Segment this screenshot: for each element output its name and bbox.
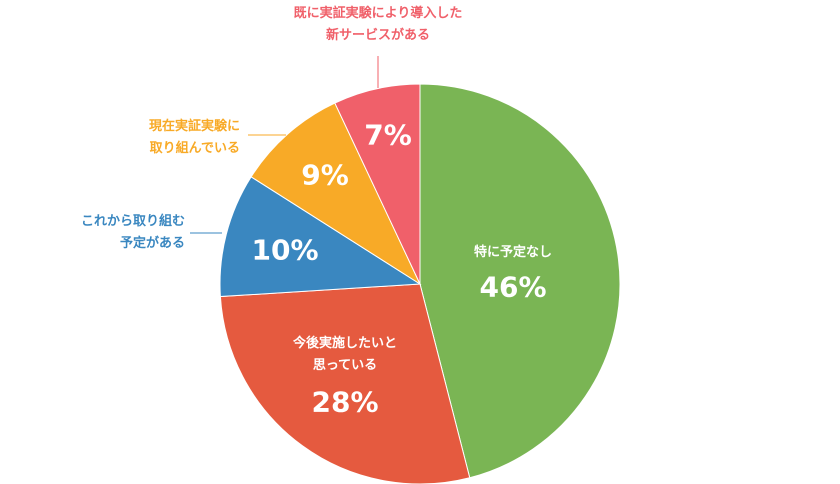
pie-slice <box>419 83 621 479</box>
value-label: 7% <box>364 118 412 152</box>
slice-label: 特に予定なし <box>473 245 553 260</box>
value-label: 28% <box>311 385 379 419</box>
pie-slice <box>250 102 422 286</box>
value-label: 9% <box>301 158 349 192</box>
slice-label: 既に実証実験により導入した 新サービスがある <box>293 6 463 43</box>
slice-label: 今後実施したいと 思っている <box>292 336 398 373</box>
slice-label: 現在実証実験に 取り組んでいる <box>148 119 240 156</box>
value-label: 46% <box>479 270 547 304</box>
slice-label: これから取り組む 予定がある <box>80 214 185 251</box>
value-label: 10% <box>251 233 319 267</box>
pie-slice <box>334 83 421 285</box>
pie-slice <box>219 176 422 298</box>
